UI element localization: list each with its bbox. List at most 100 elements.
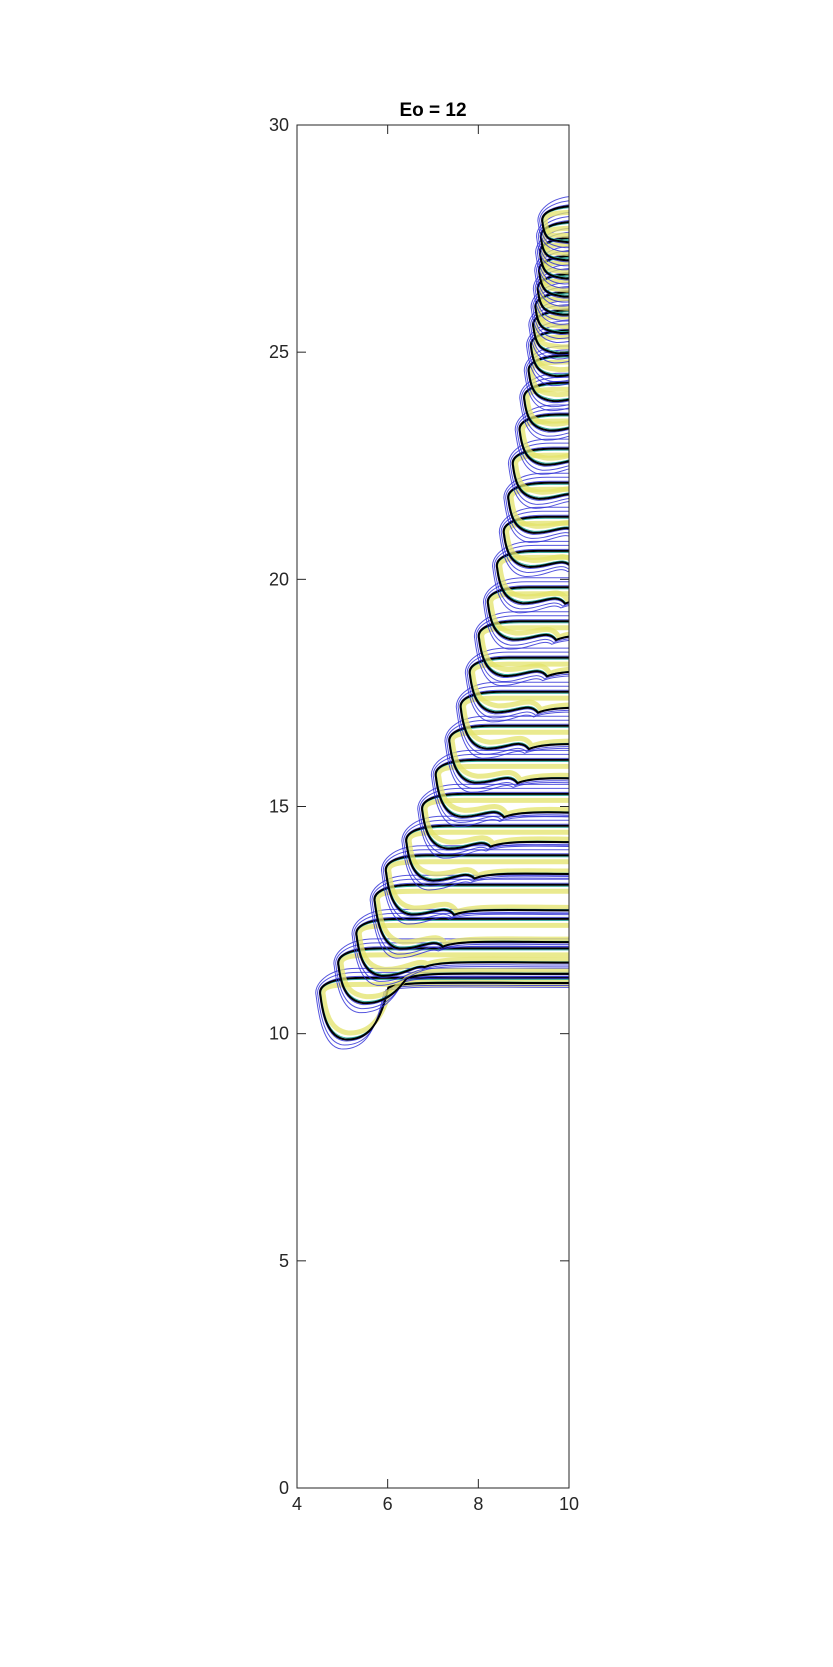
plot-area xyxy=(297,125,569,1488)
outer-contour xyxy=(534,246,569,307)
bubble-snapshot xyxy=(401,815,569,891)
interface-contour xyxy=(502,515,569,568)
outer-contour xyxy=(381,845,569,925)
bubble-snapshot xyxy=(444,715,569,793)
interface-contour xyxy=(384,854,569,917)
outer-contour xyxy=(466,651,569,719)
inner-contour xyxy=(338,952,569,1000)
interface-contour xyxy=(477,620,569,678)
outer-contour xyxy=(519,372,569,441)
bubble-snapshot xyxy=(417,783,569,859)
inner-contour xyxy=(497,554,569,604)
outer-contour xyxy=(537,196,569,253)
inner-contour xyxy=(488,591,569,641)
bubble-snapshot xyxy=(315,967,569,1050)
bubble-snapshot xyxy=(369,874,569,959)
inner-contour xyxy=(422,797,569,847)
outer-contour xyxy=(369,874,569,959)
y-tick-label: 10 xyxy=(269,1024,289,1044)
interface-contour xyxy=(434,758,569,819)
inner-contour xyxy=(356,922,569,972)
bubble-snapshot xyxy=(333,938,569,1014)
x-tick-label: 10 xyxy=(559,1494,579,1514)
bubble-snapshot xyxy=(430,749,569,827)
outer-contour xyxy=(417,783,569,859)
interface-contour xyxy=(468,656,569,714)
outer-contour xyxy=(483,577,569,650)
interface-contour xyxy=(373,883,569,950)
inner-contour xyxy=(479,625,569,677)
outer-contour xyxy=(430,749,569,827)
outer-contour xyxy=(523,345,569,412)
outer-contour xyxy=(530,282,569,343)
inner-contour xyxy=(449,729,569,784)
outer-contour xyxy=(464,647,569,723)
y-tick-label: 5 xyxy=(279,1251,289,1271)
outer-contour xyxy=(500,510,569,573)
bubble-snapshot xyxy=(523,345,569,412)
x-tick-label: 6 xyxy=(383,1494,393,1514)
inner-contour xyxy=(504,520,569,563)
outer-contour xyxy=(521,376,569,437)
contour-layer xyxy=(315,196,569,1050)
outer-contour xyxy=(516,408,569,471)
bubble-snapshot xyxy=(503,472,569,543)
outer-contour xyxy=(315,967,569,1050)
inner-contour xyxy=(520,418,569,461)
outer-contour xyxy=(457,685,569,755)
inner-contour xyxy=(513,452,569,495)
inner-contour xyxy=(508,486,569,529)
outer-contour xyxy=(492,540,569,614)
inner-contour xyxy=(470,661,569,713)
outer-contour xyxy=(534,268,569,321)
outer-contour xyxy=(353,912,569,982)
interface-contour xyxy=(539,221,569,262)
y-tick-label: 20 xyxy=(269,569,289,589)
outer-contour xyxy=(333,938,569,1014)
outer-contour xyxy=(474,611,569,686)
inner-contour xyxy=(436,763,569,818)
y-tick-label: 30 xyxy=(269,115,289,135)
interface-contour xyxy=(538,254,569,298)
x-tick-label: 8 xyxy=(473,1494,483,1514)
interface-contour xyxy=(527,354,569,403)
bubble-snapshot xyxy=(514,404,569,475)
bubble-snapshot xyxy=(508,438,569,509)
y-tick-label: 0 xyxy=(279,1478,289,1498)
inner-contour xyxy=(542,209,569,238)
outer-contour xyxy=(514,404,569,475)
outer-contour xyxy=(382,849,569,921)
interface-contour xyxy=(541,205,569,244)
outer-contour xyxy=(509,442,569,505)
tick-layer: 4 6 8 10 0 5 10 15 20 25 30 xyxy=(269,115,579,1514)
outer-contour xyxy=(537,216,569,267)
outer-contour xyxy=(505,476,569,539)
bubble-snapshot xyxy=(381,845,569,925)
outer-contour xyxy=(528,300,569,364)
outer-contour xyxy=(419,787,569,855)
y-tick-label: 15 xyxy=(269,797,289,817)
outer-contour xyxy=(317,971,569,1046)
outer-contour xyxy=(335,942,569,1010)
outer-contour xyxy=(536,212,569,271)
bubble-snapshot xyxy=(483,577,569,650)
outer-contour xyxy=(539,200,569,249)
interface-contour xyxy=(448,724,569,785)
bubble-snapshot xyxy=(498,506,569,577)
inner-contour xyxy=(529,359,569,398)
outer-contour xyxy=(444,715,569,793)
outer-contour xyxy=(526,320,569,387)
outer-contour xyxy=(351,908,569,986)
bubble-snapshot xyxy=(455,681,569,759)
chart-title: Eo = 12 xyxy=(399,100,466,121)
inner-contour xyxy=(374,888,569,947)
outer-contour xyxy=(493,544,569,610)
interface-contour xyxy=(319,976,569,1041)
interface-contour xyxy=(511,447,569,500)
outer-contour xyxy=(532,264,569,325)
interface-contour xyxy=(355,917,569,977)
outer-contour xyxy=(446,719,569,789)
inner-contour xyxy=(406,829,569,879)
outer-contour xyxy=(508,438,569,509)
